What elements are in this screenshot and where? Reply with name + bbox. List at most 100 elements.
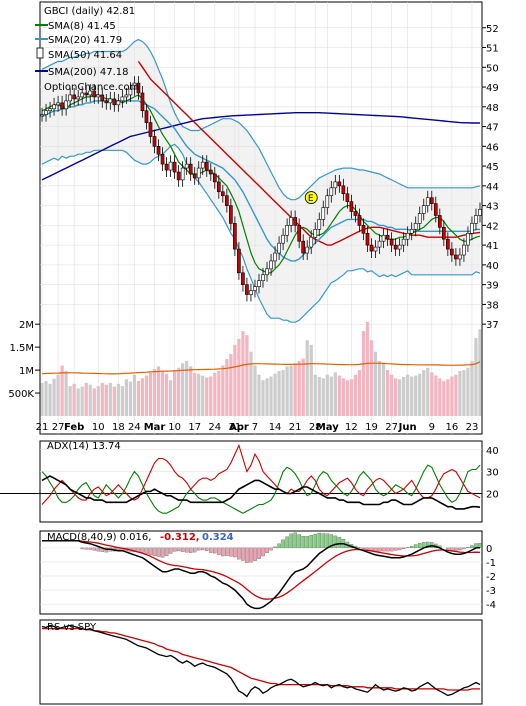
candle: [257, 280, 261, 287]
candle: [40, 114, 44, 117]
volume-bar: [177, 367, 181, 416]
volume-bar: [96, 386, 100, 416]
candle: [237, 248, 241, 274]
candle: [84, 92, 89, 96]
macd-histogram-bar: [301, 536, 305, 549]
candle: [393, 244, 398, 250]
macd-histogram-bar: [237, 547, 241, 560]
macd-histogram-bar: [285, 536, 289, 549]
candle: [333, 181, 338, 189]
macd-histogram-bar: [132, 547, 137, 552]
macd-histogram-bar: [470, 545, 474, 549]
candle: [64, 100, 68, 110]
candle: [309, 236, 314, 248]
volume-bar: [297, 360, 301, 416]
candle: [265, 268, 269, 276]
macd-histogram-bar: [454, 547, 458, 551]
candle: [341, 185, 346, 195]
volume-bar: [442, 381, 446, 416]
candle: [112, 98, 117, 106]
date-tick-label: 7: [252, 422, 258, 433]
candle: [192, 173, 197, 179]
volume-bar: [385, 370, 390, 416]
sma200-line: [41, 112, 480, 181]
volume-bar: [217, 371, 221, 416]
candle: [429, 197, 434, 204]
price-panel: 37 38 39 40 41 42 43 44 45 46 47 48 49 50 51 52 E: [39, 1, 499, 435]
adx-panel: 20 30 40: [0, 440, 499, 523]
volume-bar: [333, 372, 337, 416]
date-tick-label: 17: [188, 422, 201, 433]
volume-bar: [60, 365, 64, 416]
macd-histogram-bar: [253, 547, 257, 561]
price-tick-label: 41: [486, 241, 499, 252]
candle: [405, 232, 410, 240]
date-tick-label: 31: [229, 422, 242, 433]
volume-bar: [225, 359, 229, 416]
macd-histogram-bar: [188, 547, 193, 553]
macd-title-text: MACD(8,40,9): [47, 532, 117, 543]
macd-histogram-bar: [409, 546, 414, 549]
volume-bar: [422, 370, 426, 416]
legend-sma200: SMA(200) 47.18: [48, 67, 129, 78]
macd-histogram-bar: [144, 547, 149, 554]
candle: [301, 240, 306, 254]
macd-histogram-bar: [401, 547, 406, 550]
candle: [462, 244, 466, 256]
candle: [337, 181, 342, 187]
macd-histogram-bar: [450, 547, 454, 551]
price-tick-label: 50: [486, 63, 499, 74]
volume-bar: [341, 378, 345, 416]
candle: [293, 217, 297, 226]
date-tick-label: 9: [429, 422, 435, 433]
rs-panel: [39, 619, 483, 705]
candle: [168, 161, 173, 171]
price-tick-label: 37: [486, 320, 499, 331]
date-tick-label: May: [316, 422, 339, 433]
date-tick-label: Mar: [144, 422, 166, 433]
candle: [285, 225, 289, 236]
macd-histogram-bar: [321, 533, 326, 549]
candle: [56, 102, 60, 106]
macd-histogram-bar: [361, 547, 366, 549]
macd-tick-label: -2: [486, 572, 496, 583]
macd-histogram-bar: [184, 547, 189, 553]
volume-bar: [450, 376, 454, 416]
bollinger-lower-line: [41, 143, 481, 323]
volume-bar: [446, 379, 450, 416]
volume-bar: [426, 367, 430, 416]
volume-bar: [414, 375, 418, 416]
volume-bar: [44, 381, 48, 416]
volume-tick-label: 1M: [19, 366, 34, 377]
volume-bar: [100, 382, 104, 416]
candle: [116, 100, 121, 106]
candle: [478, 209, 482, 216]
volume-bar: [466, 367, 470, 416]
candle: [176, 171, 181, 181]
volume-bar: [289, 365, 293, 416]
volume-bar: [373, 351, 378, 416]
candle: [152, 136, 157, 147]
volume-bar: [193, 372, 197, 416]
candle: [413, 223, 418, 230]
candle: [241, 272, 245, 285]
volume-bar: [48, 383, 52, 416]
macd-histogram-bar: [337, 537, 342, 549]
volume-bar: [369, 340, 374, 416]
macd-histogram-bar: [289, 533, 293, 549]
candle: [421, 205, 426, 214]
candle: [104, 100, 109, 104]
candle: [128, 88, 133, 96]
volume-bar: [305, 340, 309, 416]
candle: [60, 102, 64, 110]
volume-bar: [156, 366, 161, 416]
price-tick-label: 42: [486, 221, 499, 232]
macd-histogram-bar: [309, 535, 313, 549]
price-tick-label: 47: [486, 123, 499, 134]
date-tick-label: Jun: [398, 422, 417, 433]
candle: [225, 195, 229, 206]
candle: [353, 211, 358, 216]
adx-tick-label: 40: [486, 446, 499, 457]
minus-di-line: [41, 443, 481, 505]
candle: [361, 225, 366, 234]
